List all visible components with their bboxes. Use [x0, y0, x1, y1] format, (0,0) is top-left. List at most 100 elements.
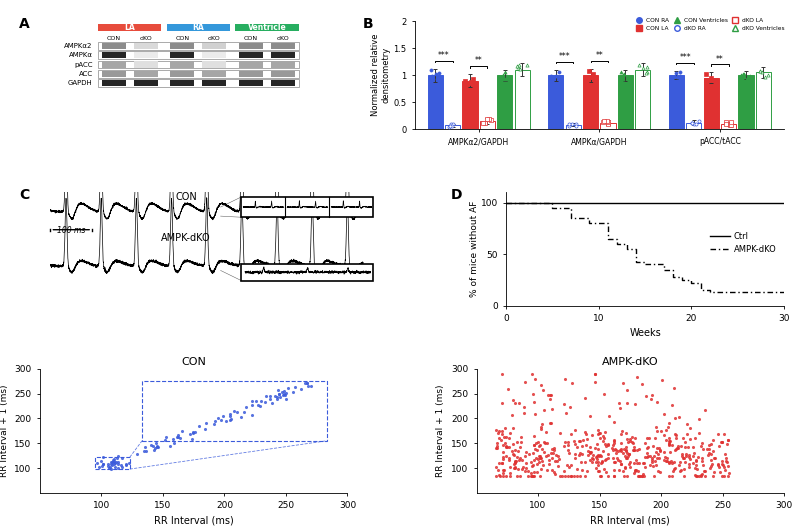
Point — [490, 444, 503, 453]
Point — [483, 114, 496, 123]
Point — [577, 435, 590, 444]
Bar — [202, 61, 226, 68]
Point — [497, 471, 510, 480]
Bar — [134, 52, 158, 58]
AMPK-dKO — [603, 220, 613, 226]
Bar — [170, 61, 194, 68]
Point — [589, 444, 602, 452]
Point — [627, 459, 640, 467]
Point — [594, 450, 606, 459]
Point — [238, 408, 251, 417]
Point — [542, 391, 554, 399]
Point — [590, 455, 603, 464]
Point — [618, 452, 631, 460]
Point — [107, 455, 120, 464]
Point — [690, 464, 703, 473]
Point — [720, 457, 733, 465]
Point — [305, 382, 318, 391]
Point — [274, 393, 286, 401]
AMPK-dKO — [640, 261, 650, 268]
Point — [674, 467, 686, 475]
Point — [629, 400, 642, 408]
Point — [522, 471, 534, 480]
Point — [627, 446, 640, 454]
Point — [541, 466, 554, 475]
Text: D: D — [450, 188, 462, 202]
Point — [139, 446, 152, 455]
Point — [278, 387, 290, 395]
Point — [678, 464, 690, 473]
Point — [545, 72, 558, 81]
Point — [703, 449, 716, 457]
Point — [646, 391, 658, 399]
Point — [548, 444, 561, 452]
Bar — [134, 70, 158, 77]
Point — [150, 443, 163, 451]
Point — [581, 446, 594, 455]
Point — [509, 446, 522, 455]
Point — [112, 464, 125, 472]
Point — [193, 422, 206, 431]
Point — [528, 467, 541, 476]
Bar — [98, 51, 298, 59]
Point — [667, 467, 680, 475]
Bar — [102, 70, 126, 77]
Point — [511, 438, 524, 446]
Bar — [270, 43, 294, 49]
Point — [630, 446, 643, 455]
Point — [545, 419, 558, 427]
Point — [533, 452, 546, 460]
Point — [175, 427, 188, 435]
Point — [520, 60, 533, 69]
Point — [570, 121, 582, 130]
Point — [526, 462, 538, 471]
Point — [540, 452, 553, 460]
Point — [720, 439, 733, 448]
AMPK-dKO — [502, 199, 511, 206]
Point — [716, 438, 729, 446]
Point — [669, 446, 682, 455]
Point — [273, 390, 286, 398]
Point — [493, 434, 506, 443]
Point — [109, 463, 122, 472]
Point — [636, 380, 649, 388]
Point — [630, 465, 642, 474]
Point — [530, 446, 543, 454]
Point — [696, 438, 709, 447]
Point — [722, 462, 734, 471]
Point — [514, 433, 527, 441]
Point — [654, 468, 666, 476]
Point — [690, 456, 703, 465]
Bar — [548, 75, 563, 129]
Point — [670, 69, 682, 77]
Point — [621, 471, 634, 480]
Point — [562, 446, 574, 454]
Point — [693, 117, 706, 125]
Point — [629, 466, 642, 475]
Point — [94, 457, 107, 466]
Text: Ventricle: Ventricle — [247, 23, 286, 32]
Point — [106, 458, 119, 466]
Point — [583, 449, 596, 457]
Point — [662, 471, 675, 480]
Point — [640, 68, 653, 76]
Point — [686, 119, 698, 127]
Point — [223, 410, 236, 418]
Point — [588, 75, 601, 84]
Point — [526, 370, 538, 378]
Point — [653, 454, 666, 462]
Point — [586, 454, 599, 463]
Point — [558, 400, 570, 409]
Point — [535, 465, 548, 473]
Point — [693, 428, 706, 437]
Point — [234, 413, 247, 421]
Point — [506, 447, 518, 455]
Point — [606, 454, 619, 462]
Point — [549, 457, 562, 465]
Point — [446, 122, 458, 130]
Point — [465, 78, 478, 86]
Point — [545, 391, 558, 400]
Point — [695, 471, 708, 480]
Point — [679, 452, 692, 460]
Point — [496, 466, 509, 474]
